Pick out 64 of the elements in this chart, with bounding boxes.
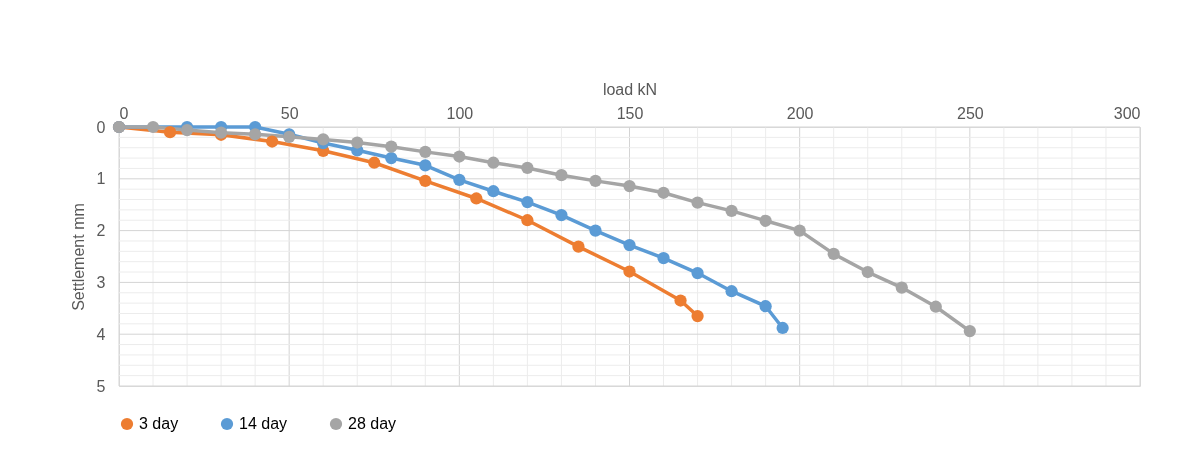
point	[163, 126, 177, 139]
point	[572, 240, 585, 253]
x-tick-label: 0	[119, 104, 129, 122]
point	[419, 159, 432, 172]
point	[266, 135, 279, 148]
point	[385, 151, 398, 165]
point	[487, 156, 500, 169]
x-tick-label: 150	[616, 104, 644, 122]
point	[895, 281, 908, 294]
x-axis-title: load kN	[602, 80, 658, 98]
point	[657, 251, 670, 265]
legend-label: 3 day	[139, 415, 179, 432]
point	[368, 156, 381, 169]
y-tick-label: 3	[96, 273, 106, 291]
point	[589, 174, 602, 187]
y-axis-title: Settlement mm	[69, 203, 87, 311]
point	[793, 224, 806, 237]
y-tick-label: 2	[96, 222, 106, 240]
point	[419, 174, 432, 187]
point	[180, 124, 194, 137]
legend-label: 28 day	[348, 415, 397, 432]
point	[623, 179, 636, 193]
point	[521, 196, 534, 209]
point	[861, 265, 874, 279]
x-tick-label: 100	[446, 104, 474, 122]
point	[657, 186, 670, 199]
point	[623, 265, 636, 278]
point	[725, 204, 738, 218]
x-tick-label: 250	[956, 104, 984, 122]
point	[963, 324, 976, 338]
point	[351, 136, 364, 149]
point	[487, 185, 500, 198]
point	[674, 294, 687, 307]
point	[317, 133, 330, 146]
y-tick-label: 4	[96, 325, 106, 343]
point	[929, 300, 942, 313]
point	[827, 247, 840, 261]
point	[623, 238, 636, 252]
x-tick-label: 200	[786, 104, 814, 122]
point	[453, 173, 466, 186]
point	[759, 214, 772, 227]
point	[385, 140, 398, 153]
x-tick-label: 50	[280, 104, 299, 122]
legend-label: 14 day	[239, 415, 288, 432]
point	[555, 208, 568, 222]
point	[589, 224, 602, 237]
point	[555, 169, 568, 182]
point	[419, 145, 432, 158]
y-tick-label: 5	[96, 377, 106, 395]
point	[691, 309, 704, 323]
point	[249, 128, 262, 141]
point	[453, 150, 466, 163]
point	[521, 214, 534, 227]
point	[776, 321, 789, 335]
point	[146, 120, 160, 134]
point	[725, 285, 738, 298]
point	[470, 192, 483, 205]
point	[759, 300, 772, 313]
point	[691, 196, 704, 209]
point	[521, 161, 534, 175]
x-tick-label: 300	[1113, 104, 1141, 122]
point	[691, 266, 704, 280]
y-tick-label: 0	[96, 118, 106, 136]
y-tick-label: 1	[96, 170, 106, 188]
